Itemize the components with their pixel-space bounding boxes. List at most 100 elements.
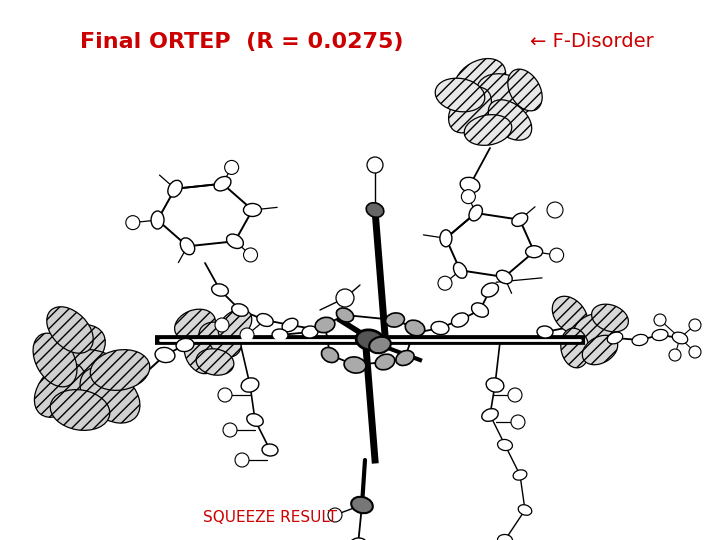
Ellipse shape xyxy=(482,409,498,421)
Ellipse shape xyxy=(33,333,77,387)
Ellipse shape xyxy=(537,326,553,338)
Ellipse shape xyxy=(526,246,543,258)
Ellipse shape xyxy=(168,180,182,197)
Ellipse shape xyxy=(435,78,485,112)
Circle shape xyxy=(126,215,140,230)
Ellipse shape xyxy=(488,100,532,140)
Circle shape xyxy=(549,248,564,262)
Ellipse shape xyxy=(386,313,405,327)
Ellipse shape xyxy=(486,378,504,392)
Ellipse shape xyxy=(561,328,589,368)
Ellipse shape xyxy=(241,378,259,392)
Circle shape xyxy=(689,346,701,358)
Circle shape xyxy=(462,190,475,204)
Circle shape xyxy=(328,508,342,522)
Ellipse shape xyxy=(247,414,264,427)
Ellipse shape xyxy=(35,363,86,417)
Ellipse shape xyxy=(175,309,215,341)
Ellipse shape xyxy=(431,321,449,335)
Circle shape xyxy=(218,388,232,402)
Ellipse shape xyxy=(227,234,243,248)
Circle shape xyxy=(223,423,237,437)
Circle shape xyxy=(367,157,383,173)
Ellipse shape xyxy=(282,318,298,332)
Ellipse shape xyxy=(508,69,542,111)
Ellipse shape xyxy=(369,337,391,353)
Ellipse shape xyxy=(257,314,273,327)
Ellipse shape xyxy=(50,390,109,430)
Text: SQUEEZE RESULT: SQUEEZE RESULT xyxy=(203,510,337,525)
Circle shape xyxy=(511,415,525,429)
Ellipse shape xyxy=(512,213,528,226)
Circle shape xyxy=(235,453,249,467)
Ellipse shape xyxy=(477,74,533,116)
Ellipse shape xyxy=(460,177,480,193)
Ellipse shape xyxy=(405,320,425,336)
Ellipse shape xyxy=(272,329,288,341)
Ellipse shape xyxy=(366,202,384,217)
Ellipse shape xyxy=(482,283,498,297)
Ellipse shape xyxy=(496,271,512,284)
Ellipse shape xyxy=(80,367,140,423)
Ellipse shape xyxy=(607,332,623,344)
Ellipse shape xyxy=(513,470,527,480)
Circle shape xyxy=(508,388,522,402)
Ellipse shape xyxy=(573,313,617,347)
Text: Final ORTEP  (R = 0.0275): Final ORTEP (R = 0.0275) xyxy=(80,32,403,52)
Circle shape xyxy=(547,202,563,218)
Ellipse shape xyxy=(451,313,469,327)
Text: ← F-Disorder: ← F-Disorder xyxy=(530,32,654,51)
Ellipse shape xyxy=(180,238,194,255)
Ellipse shape xyxy=(469,205,482,221)
Ellipse shape xyxy=(151,211,164,229)
Ellipse shape xyxy=(302,326,318,338)
Circle shape xyxy=(689,319,701,331)
Circle shape xyxy=(669,349,681,361)
Circle shape xyxy=(215,318,229,332)
Circle shape xyxy=(225,160,238,174)
Ellipse shape xyxy=(552,296,588,334)
Ellipse shape xyxy=(356,330,384,350)
Ellipse shape xyxy=(464,114,512,145)
Ellipse shape xyxy=(184,336,216,374)
Ellipse shape xyxy=(440,230,452,247)
Ellipse shape xyxy=(47,307,94,353)
Ellipse shape xyxy=(375,354,395,370)
Circle shape xyxy=(240,328,254,342)
Ellipse shape xyxy=(155,347,175,362)
Ellipse shape xyxy=(472,303,488,317)
Ellipse shape xyxy=(396,350,414,366)
Ellipse shape xyxy=(336,308,354,322)
Ellipse shape xyxy=(212,284,228,296)
Ellipse shape xyxy=(652,329,668,341)
Ellipse shape xyxy=(218,309,252,341)
Circle shape xyxy=(243,248,258,262)
Ellipse shape xyxy=(61,349,129,401)
Ellipse shape xyxy=(454,58,505,102)
Ellipse shape xyxy=(454,262,467,278)
Ellipse shape xyxy=(214,177,231,191)
Ellipse shape xyxy=(176,339,194,352)
Ellipse shape xyxy=(582,335,618,364)
Ellipse shape xyxy=(321,347,338,362)
Ellipse shape xyxy=(232,303,248,316)
Ellipse shape xyxy=(518,505,532,515)
Circle shape xyxy=(336,289,354,307)
Ellipse shape xyxy=(315,318,335,333)
Circle shape xyxy=(654,314,666,326)
Ellipse shape xyxy=(90,349,150,390)
Ellipse shape xyxy=(351,497,373,513)
Ellipse shape xyxy=(632,334,648,346)
Ellipse shape xyxy=(196,349,234,375)
Ellipse shape xyxy=(498,440,513,450)
Ellipse shape xyxy=(498,535,513,540)
Ellipse shape xyxy=(592,304,629,332)
Ellipse shape xyxy=(262,444,278,456)
Ellipse shape xyxy=(243,204,261,217)
Ellipse shape xyxy=(672,332,688,344)
Circle shape xyxy=(438,276,452,290)
Ellipse shape xyxy=(344,357,366,373)
Ellipse shape xyxy=(199,322,241,358)
Ellipse shape xyxy=(349,538,367,540)
Ellipse shape xyxy=(449,87,492,133)
